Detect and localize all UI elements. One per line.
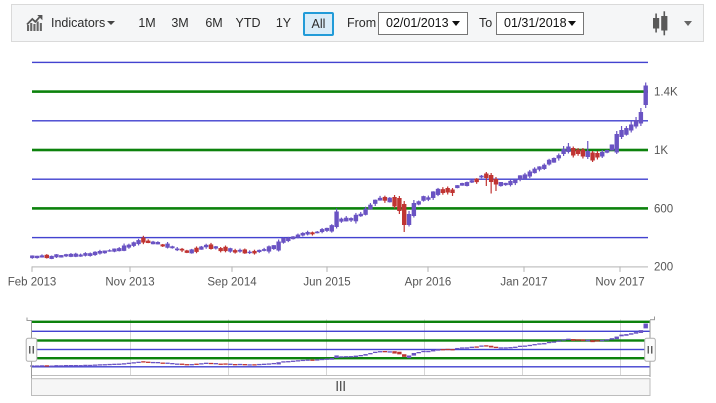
svg-text:Jan 2017: Jan 2017 <box>500 277 547 289</box>
svg-text:1.4K: 1.4K <box>654 87 678 99</box>
svg-text:200: 200 <box>654 261 673 273</box>
svg-text:Feb 2013: Feb 2013 <box>8 277 57 289</box>
svg-text:Nov 2013: Nov 2013 <box>105 277 154 289</box>
svg-text:Jun 2015: Jun 2015 <box>303 277 350 289</box>
svg-text:Nov 2017: Nov 2017 <box>595 277 644 289</box>
svg-text:1K: 1K <box>654 145 668 157</box>
svg-text:Sep 2014: Sep 2014 <box>207 277 257 289</box>
svg-text:Apr 2016: Apr 2016 <box>405 277 452 289</box>
svg-text:600: 600 <box>654 203 673 215</box>
